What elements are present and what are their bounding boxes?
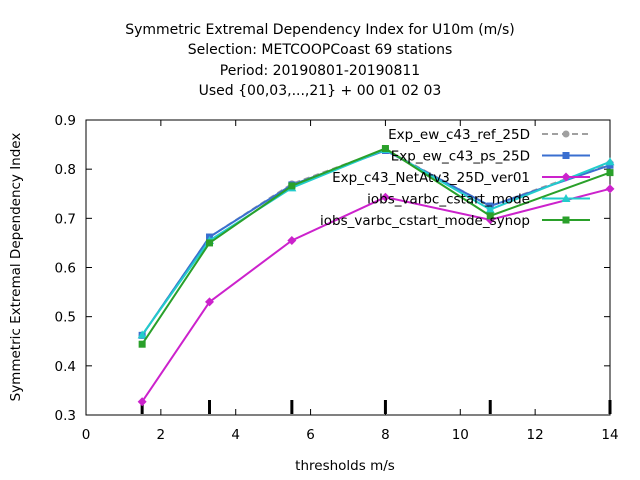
- x-tick-label: 12: [527, 427, 544, 443]
- series-lines: [137, 145, 615, 407]
- threshold-marks: [140, 400, 612, 414]
- y-tick-label: 0.3: [55, 408, 76, 424]
- x-tick-label: 0: [82, 427, 91, 443]
- x-tick-label: 2: [157, 427, 166, 443]
- data-point: [137, 397, 147, 407]
- data-point: [605, 184, 615, 194]
- legend-label: Exp_ew_c43_ref_25D: [388, 127, 530, 143]
- data-point: [137, 330, 147, 339]
- series-line: [141, 148, 611, 336]
- x-tick-label: 4: [231, 427, 240, 443]
- data-point: [381, 145, 389, 153]
- y-tick-label: 0.5: [55, 310, 76, 326]
- y-tick-label: 0.6: [55, 261, 76, 277]
- y-tick-label: 0.4: [55, 359, 76, 375]
- x-axis-label: thresholds m/s: [295, 458, 395, 474]
- y-tick-label: 0.8: [55, 162, 76, 178]
- axis-ticks: 0 2 4 6 8 10 12 14 0.3 0.4 0.5 0.6 0.7 0.8 0.9: [55, 113, 619, 443]
- data-point: [485, 204, 495, 213]
- legend-label: Exp_ew_c43_ps_25D: [391, 149, 530, 165]
- data-point: [380, 192, 390, 202]
- series-line: [141, 147, 611, 345]
- series-line: [141, 187, 611, 403]
- data-point: [606, 169, 614, 177]
- legend-marker: [562, 216, 570, 224]
- legend-marker: [562, 152, 570, 159]
- chart-title: Symmetric Extremal Dependency Index for …: [125, 22, 515, 38]
- y-axis-label: Symmetric Extremal Dependency Index: [8, 133, 24, 402]
- data-point: [486, 212, 494, 220]
- data-point: [287, 235, 297, 245]
- legend-label: Exp_c43_NetAtv3_25D_ver01: [332, 170, 530, 186]
- chart-subtitle-used: Used {00,03,...,21} + 00 01 02 03: [198, 83, 442, 99]
- x-tick-label: 10: [452, 427, 469, 443]
- legend-marker: [561, 194, 571, 202]
- chart-subtitle-selection: Selection: METCOOPCoast 69 stations: [187, 42, 453, 58]
- legend-label: iobs_varbc_cstart_mode_synop: [320, 213, 530, 229]
- x-tick-label: 6: [306, 427, 315, 443]
- chart-subtitle-period: Period: 20190801-20190811: [219, 63, 421, 79]
- y-tick-label: 0.9: [55, 113, 76, 129]
- legend-label: iobs_varbc_cstart_mode: [367, 192, 530, 208]
- data-point: [138, 340, 146, 348]
- data-point: [288, 182, 296, 190]
- data-point: [605, 157, 615, 166]
- legend-marker: [562, 130, 570, 138]
- x-tick-label: 8: [381, 427, 390, 443]
- legend: Exp_ew_c43_ref_25D Exp_ew_c43_ps_25D Exp_c…: [320, 127, 590, 229]
- x-tick-label: 14: [601, 427, 618, 443]
- y-tick-label: 0.7: [55, 211, 76, 227]
- legend-marker: [561, 172, 571, 182]
- data-point: [205, 297, 215, 307]
- data-point: [206, 239, 214, 247]
